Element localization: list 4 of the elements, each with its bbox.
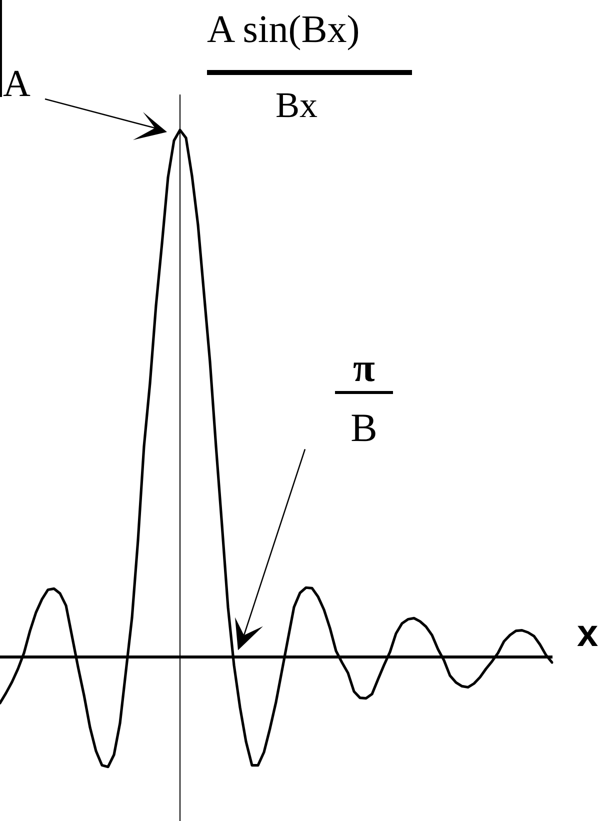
chart-title: A sin(Bx) Bx <box>207 8 361 125</box>
x-axis-title: x <box>577 613 598 656</box>
text: A <box>3 63 30 105</box>
annotation: π B <box>350 345 378 450</box>
